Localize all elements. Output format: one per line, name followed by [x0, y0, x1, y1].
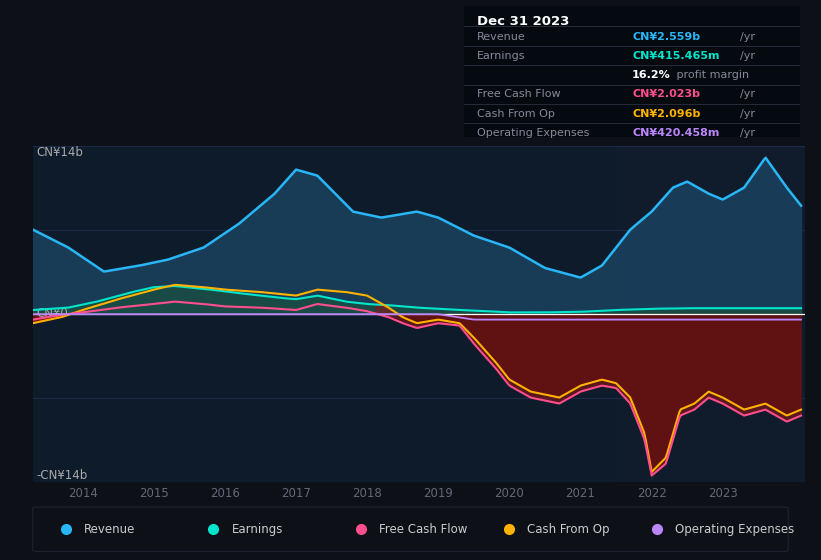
Text: -CN¥14b: -CN¥14b — [37, 469, 88, 482]
Text: 16.2%: 16.2% — [632, 71, 671, 80]
Text: CN¥14b: CN¥14b — [37, 146, 84, 158]
Text: Earnings: Earnings — [477, 52, 525, 61]
Bar — [616, 146, 805, 482]
Text: CN¥0: CN¥0 — [37, 307, 68, 320]
Text: Operating Expenses: Operating Expenses — [675, 522, 794, 536]
Text: Revenue: Revenue — [477, 32, 526, 42]
Text: /yr: /yr — [740, 52, 754, 61]
Text: CN¥415.465m: CN¥415.465m — [632, 52, 720, 61]
Text: Operating Expenses: Operating Expenses — [477, 128, 589, 138]
Text: CN¥420.458m: CN¥420.458m — [632, 128, 719, 138]
Text: CN¥2.096b: CN¥2.096b — [632, 109, 700, 119]
Text: Dec 31 2023: Dec 31 2023 — [477, 15, 570, 28]
Text: /yr: /yr — [740, 90, 754, 100]
Text: profit margin: profit margin — [672, 71, 749, 80]
Text: Free Cash Flow: Free Cash Flow — [477, 90, 561, 100]
Text: /yr: /yr — [740, 109, 754, 119]
Text: Free Cash Flow: Free Cash Flow — [379, 522, 468, 536]
Text: Revenue: Revenue — [84, 522, 135, 536]
FancyBboxPatch shape — [33, 507, 788, 552]
Text: Earnings: Earnings — [232, 522, 283, 536]
Text: CN¥2.023b: CN¥2.023b — [632, 90, 700, 100]
Text: Cash From Op: Cash From Op — [527, 522, 609, 536]
Text: CN¥2.559b: CN¥2.559b — [632, 32, 700, 42]
Text: /yr: /yr — [740, 32, 754, 42]
Text: Cash From Op: Cash From Op — [477, 109, 555, 119]
Text: /yr: /yr — [740, 128, 754, 138]
